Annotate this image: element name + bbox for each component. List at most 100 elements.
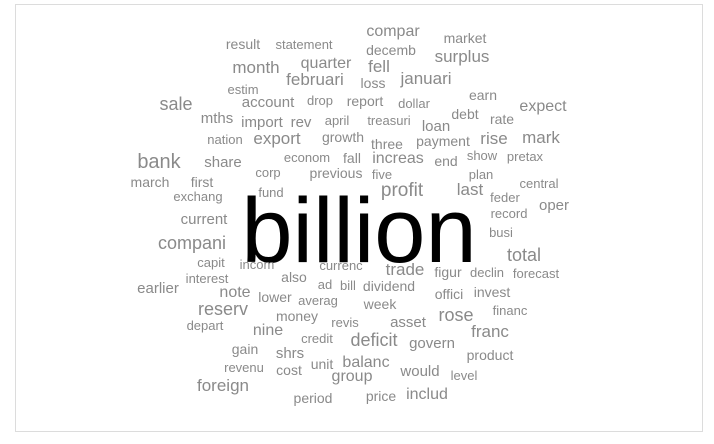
word-level: level — [450, 368, 478, 383]
word-balanc: balanc — [342, 354, 390, 371]
word-februari: februari — [286, 70, 344, 89]
word-lower: lower — [258, 289, 292, 305]
word-sale: sale — [159, 94, 193, 114]
word-corp: corp — [255, 165, 281, 180]
word-rise: rise — [480, 129, 508, 148]
word-revenu: revenu — [224, 360, 264, 375]
word-quarter: quarter — [300, 55, 352, 72]
word-compar: compar — [366, 23, 420, 40]
word-revis: revis — [331, 315, 359, 330]
word-price: price — [365, 388, 397, 404]
word-last: last — [456, 180, 484, 199]
word-mths: mths — [200, 110, 234, 127]
word-pretax: pretax — [506, 149, 544, 164]
word-januari: januari — [400, 69, 452, 88]
word-expect: expect — [519, 98, 567, 115]
word-oper: oper — [538, 197, 570, 214]
word-account: account — [241, 94, 295, 111]
word-result: result — [225, 36, 261, 52]
word-invest: invest — [473, 284, 511, 300]
word-declin: declin — [470, 265, 504, 280]
word-surplus: surplus — [434, 47, 490, 66]
word-month: month — [232, 58, 280, 77]
word-financ: financ — [492, 303, 528, 318]
word-market: market — [443, 30, 487, 46]
word-export: export — [253, 129, 301, 148]
word-billion: billion — [241, 180, 477, 282]
word-asset: asset — [390, 314, 426, 331]
word-gain: gain — [231, 341, 259, 357]
word-cloud-panel — [15, 4, 703, 432]
word-offici: offici — [434, 286, 464, 302]
word-currenc: currenc — [319, 258, 363, 273]
word-also: also — [281, 269, 307, 285]
word-econom: econom — [283, 150, 331, 165]
word-franc: franc — [471, 322, 509, 341]
word-week: week — [363, 296, 397, 312]
word-loan: loan — [421, 118, 451, 135]
word-rose: rose — [438, 305, 474, 325]
word-money: money — [275, 308, 319, 324]
word-mark: mark — [522, 128, 560, 147]
word-nine: nine — [252, 322, 284, 339]
word-would: would — [400, 363, 440, 380]
word-loss: loss — [360, 75, 386, 91]
word-deficit: deficit — [350, 330, 398, 350]
word-report: report — [346, 93, 384, 109]
word-rate: rate — [489, 111, 515, 127]
word-capit: capit — [197, 255, 225, 270]
word-group: group — [331, 368, 373, 385]
word-dividend: dividend — [362, 278, 416, 294]
word-exchang: exchang — [173, 189, 223, 204]
word-decemb: decemb — [366, 42, 416, 58]
word-unit: unit — [310, 356, 334, 372]
word-plan: plan — [468, 167, 494, 182]
word-figur: figur — [434, 264, 462, 280]
word-includ: includ — [406, 386, 448, 403]
word-treasuri: treasuri — [367, 113, 411, 128]
word-central: central — [519, 176, 559, 191]
word-earn: earn — [468, 87, 498, 103]
word-interest: interest — [185, 271, 229, 286]
word-march: march — [130, 174, 170, 190]
word-bank: bank — [137, 151, 181, 173]
word-current: current — [180, 211, 228, 228]
word-statement: statement — [275, 37, 333, 52]
word-payment: payment — [416, 133, 470, 149]
word-fall: fall — [343, 150, 361, 166]
word-total: total — [506, 245, 542, 265]
word-incom: incom — [239, 257, 275, 272]
word-drop: drop — [306, 93, 334, 108]
word-estim: estim — [227, 82, 259, 97]
word-import: import — [241, 114, 283, 131]
word-five: five — [371, 167, 393, 182]
word-note: note — [219, 284, 251, 301]
word-nation: nation — [207, 132, 243, 147]
word-rev: rev — [290, 114, 312, 131]
word-earlier: earlier — [137, 280, 179, 297]
word-trade: trade — [385, 260, 425, 279]
word-reserv: reserv — [197, 299, 249, 319]
word-busi: busi — [489, 225, 513, 240]
word-growth: growth — [321, 129, 365, 145]
word-bill: bill — [340, 278, 356, 293]
word-profit: profit — [380, 180, 424, 201]
word-govern: govern — [409, 335, 455, 352]
word-fund: fund — [258, 185, 284, 200]
word-end: end — [434, 153, 458, 169]
word-dollar: dollar — [398, 96, 430, 111]
word-averag: averag — [298, 293, 338, 308]
word-cost: cost — [276, 362, 302, 378]
word-fell: fell — [368, 57, 390, 76]
word-first: first — [190, 174, 214, 190]
word-shrs: shrs — [275, 345, 305, 362]
word-record: record — [490, 206, 528, 221]
word-april: april — [324, 113, 350, 128]
word-forecast: forecast — [512, 266, 560, 281]
word-show: show — [466, 148, 498, 163]
word-three: three — [371, 136, 403, 152]
word-increas: increas — [372, 150, 424, 167]
word-foreign: foreign — [197, 376, 249, 395]
word-depart: depart — [186, 318, 224, 333]
word-previous: previous — [309, 165, 363, 181]
